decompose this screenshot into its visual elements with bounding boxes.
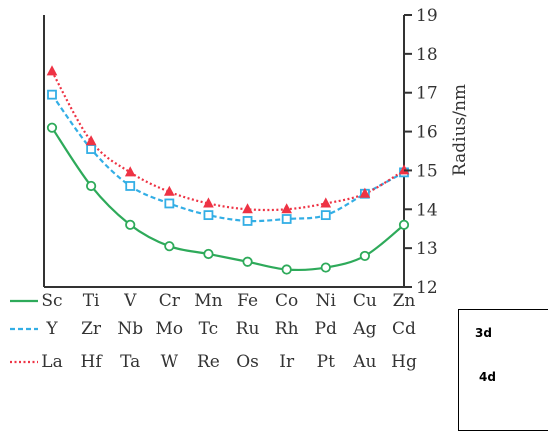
series-4d-point xyxy=(47,89,57,100)
annotation-3d: 3d xyxy=(475,326,492,340)
series-5d-point xyxy=(164,185,175,196)
series-4d-point xyxy=(281,214,292,224)
series-markers xyxy=(46,65,410,275)
series-5d-point xyxy=(242,203,253,214)
axes xyxy=(43,15,405,288)
series-3d-point xyxy=(125,219,136,230)
y-tick-label: 12 xyxy=(416,278,438,298)
element-label: Au xyxy=(352,352,376,372)
element-label: Zn xyxy=(393,291,416,311)
element-label: Fe xyxy=(237,291,258,311)
element-label: Re xyxy=(197,352,220,372)
series-4d-point xyxy=(203,210,214,221)
element-label: Co xyxy=(275,291,298,311)
element-label: Hf xyxy=(81,352,104,372)
y-ticks: 12 13 14 15 16 17 18 19 xyxy=(404,6,438,298)
series-3d-point xyxy=(242,256,253,267)
series-3d-point xyxy=(164,241,175,252)
series-5d-point xyxy=(359,187,371,198)
series-3d-point xyxy=(86,180,97,192)
series-3d-point xyxy=(46,122,58,133)
y-tick-label: 14 xyxy=(416,200,438,220)
series-4d-point xyxy=(125,181,136,191)
element-label: Cu xyxy=(353,291,377,311)
element-label: Mo xyxy=(156,319,184,339)
y-tick-label: 17 xyxy=(416,84,438,104)
series-3d-point xyxy=(398,219,410,230)
element-label: Mn xyxy=(194,291,222,311)
y-tick-label: 15 xyxy=(416,161,438,181)
series-3d-point xyxy=(359,250,370,262)
series-5d-point xyxy=(124,166,136,177)
series-5d-line xyxy=(51,70,405,212)
series-4d-line xyxy=(51,94,405,223)
series-4d-point xyxy=(86,144,97,154)
element-label: Cd xyxy=(392,319,416,339)
element-label: Ta xyxy=(120,352,140,372)
legend xyxy=(10,299,38,364)
element-label: Ti xyxy=(83,291,100,311)
y-tick-label: 16 xyxy=(416,123,438,143)
element-label: Zr xyxy=(81,319,102,339)
series-4d-point xyxy=(242,216,253,226)
annotation-box: 3d 4d xyxy=(458,309,548,431)
element-label: La xyxy=(41,352,62,372)
element-label: Ni xyxy=(316,291,337,311)
element-label: Hg xyxy=(391,352,417,372)
element-label: Nb xyxy=(117,319,143,339)
series-5d-point xyxy=(320,197,332,208)
element-label: Tc xyxy=(199,319,219,339)
series-5d-point xyxy=(203,197,214,208)
element-label: Pt xyxy=(317,352,335,372)
element-label: V xyxy=(123,291,137,311)
series-5d-point xyxy=(85,135,97,146)
series-5d-point xyxy=(46,65,58,76)
periodic-radius-chart: 12 13 14 15 16 17 18 19 Radius/nm Sc Ti V Cr Mn Fe Co… xyxy=(10,6,470,372)
series-3d-point xyxy=(203,248,214,260)
element-label: Cr xyxy=(159,291,181,311)
annotation-4d: 4d xyxy=(479,370,496,384)
series-3d-line xyxy=(51,127,405,272)
series-4d-point xyxy=(164,198,175,209)
series-curves xyxy=(51,70,405,272)
element-label: Os xyxy=(236,352,259,372)
element-label: Ru xyxy=(236,319,260,339)
element-label: Ir xyxy=(279,352,295,372)
element-label: Rh xyxy=(275,319,299,339)
series-3d-point xyxy=(281,264,292,275)
element-label: W xyxy=(161,352,179,372)
y-tick-label: 19 xyxy=(416,6,438,26)
element-labels: Sc Ti V Cr Mn Fe Co Ni Cu Zn Y Zr Nb Mo Tc Ru Rh Pd Ag Cd La… xyxy=(41,291,417,372)
series-3d-point xyxy=(320,262,331,273)
element-label: Y xyxy=(45,319,58,339)
y-axis-label: Radius/nm xyxy=(450,84,470,176)
series-5d-point xyxy=(281,203,292,214)
y-tick-label: 18 xyxy=(416,45,438,65)
element-label: Ag xyxy=(352,319,376,339)
series-4d-point xyxy=(320,210,331,221)
element-label: Pd xyxy=(315,319,337,339)
y-tick-label: 13 xyxy=(416,239,438,259)
element-label: Sc xyxy=(41,291,62,311)
